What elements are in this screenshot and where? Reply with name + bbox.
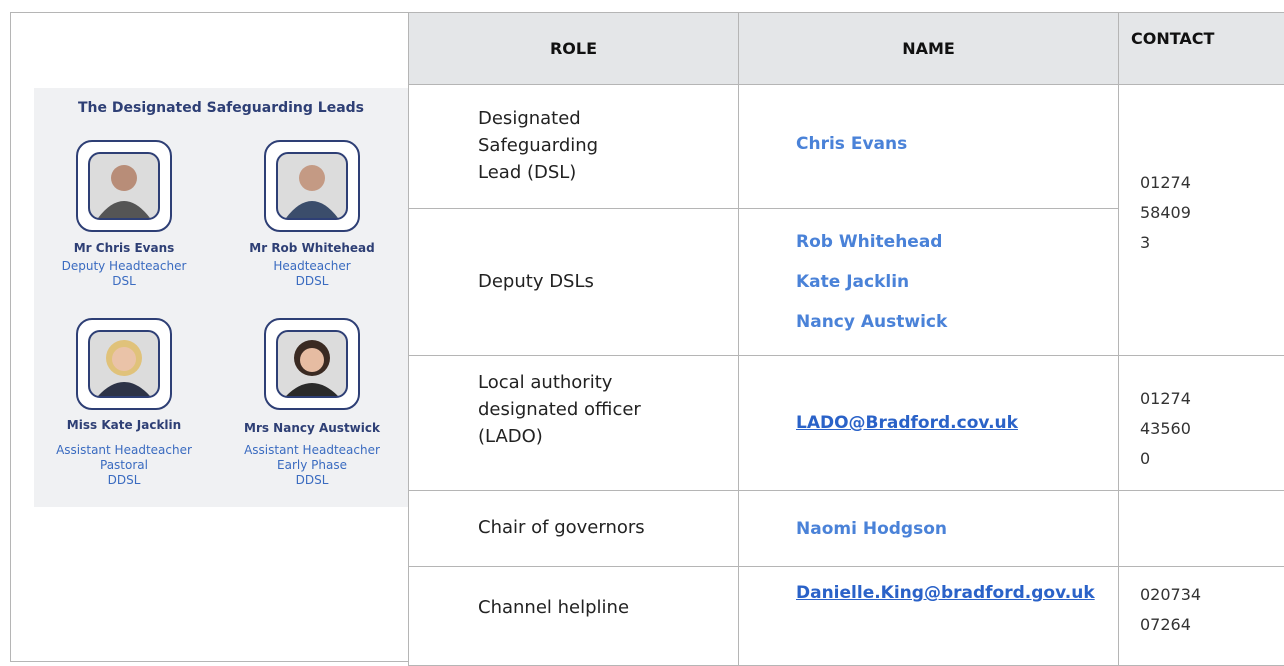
person-name: Miss Kate Jacklin	[66, 418, 182, 432]
photo-frame	[76, 318, 172, 410]
person-role: Early Phase	[277, 458, 347, 472]
photo-frame	[264, 140, 360, 232]
name: Rob Whitehead	[796, 232, 943, 252]
person-role: Pastoral	[100, 458, 148, 472]
header-cell: NAME	[738, 12, 1119, 85]
photo-frame	[76, 140, 172, 232]
name: Chris Evans	[796, 134, 908, 154]
role: Chair of governors	[478, 517, 645, 538]
person-role: Assistant Headteacher	[56, 443, 192, 457]
person-role: DSL	[112, 274, 136, 288]
person-role: Deputy Headteacher	[61, 259, 187, 273]
header-text: CONTACT	[1131, 29, 1215, 48]
header-text: ROLE	[549, 39, 598, 58]
email-link[interactable]: LADO@Bradford.cov.uk	[796, 413, 1018, 433]
dsl-panel: The Designated Safeguarding Leads Mr Chr…	[34, 88, 408, 507]
person-name: Mr Rob Whitehead	[249, 241, 375, 255]
panel-title: The Designated Safeguarding Leads	[77, 100, 364, 116]
person-role: DDSL	[107, 473, 141, 487]
role: Deputy DSLs	[478, 271, 594, 292]
photo	[286, 165, 338, 218]
person-role: DDSL	[295, 274, 329, 288]
contact: 02073407264	[1140, 585, 1202, 634]
cell	[1118, 490, 1284, 567]
header-text: NAME	[902, 39, 955, 58]
person-role: Headteacher	[273, 259, 351, 273]
header-cell: CONTACT	[1118, 12, 1284, 85]
role: Channel helpline	[478, 597, 630, 618]
person-role: DDSL	[295, 473, 329, 487]
contact: 01274 584093	[1140, 173, 1191, 252]
photo	[98, 165, 150, 218]
person-name: Mr Chris Evans	[73, 241, 175, 255]
role: Local authority designated officer (LADO…	[478, 372, 641, 447]
name: Naomi Hodgson	[796, 519, 947, 539]
header-cell: ROLE	[408, 12, 739, 85]
photo-frame	[264, 318, 360, 410]
person-role: Assistant Headteacher	[244, 443, 380, 457]
name: Nancy Austwick	[796, 312, 948, 332]
contact: 01274 435600	[1140, 389, 1191, 468]
name: Kate Jacklin	[796, 272, 910, 292]
person-name: Mrs Nancy Austwick	[244, 421, 380, 435]
photo	[98, 340, 150, 396]
role: Designated Safeguarding Lead (DSL)	[478, 108, 599, 183]
photo	[286, 340, 338, 396]
email-link[interactable]: Danielle.King@bradford.gov.uk	[796, 583, 1095, 603]
